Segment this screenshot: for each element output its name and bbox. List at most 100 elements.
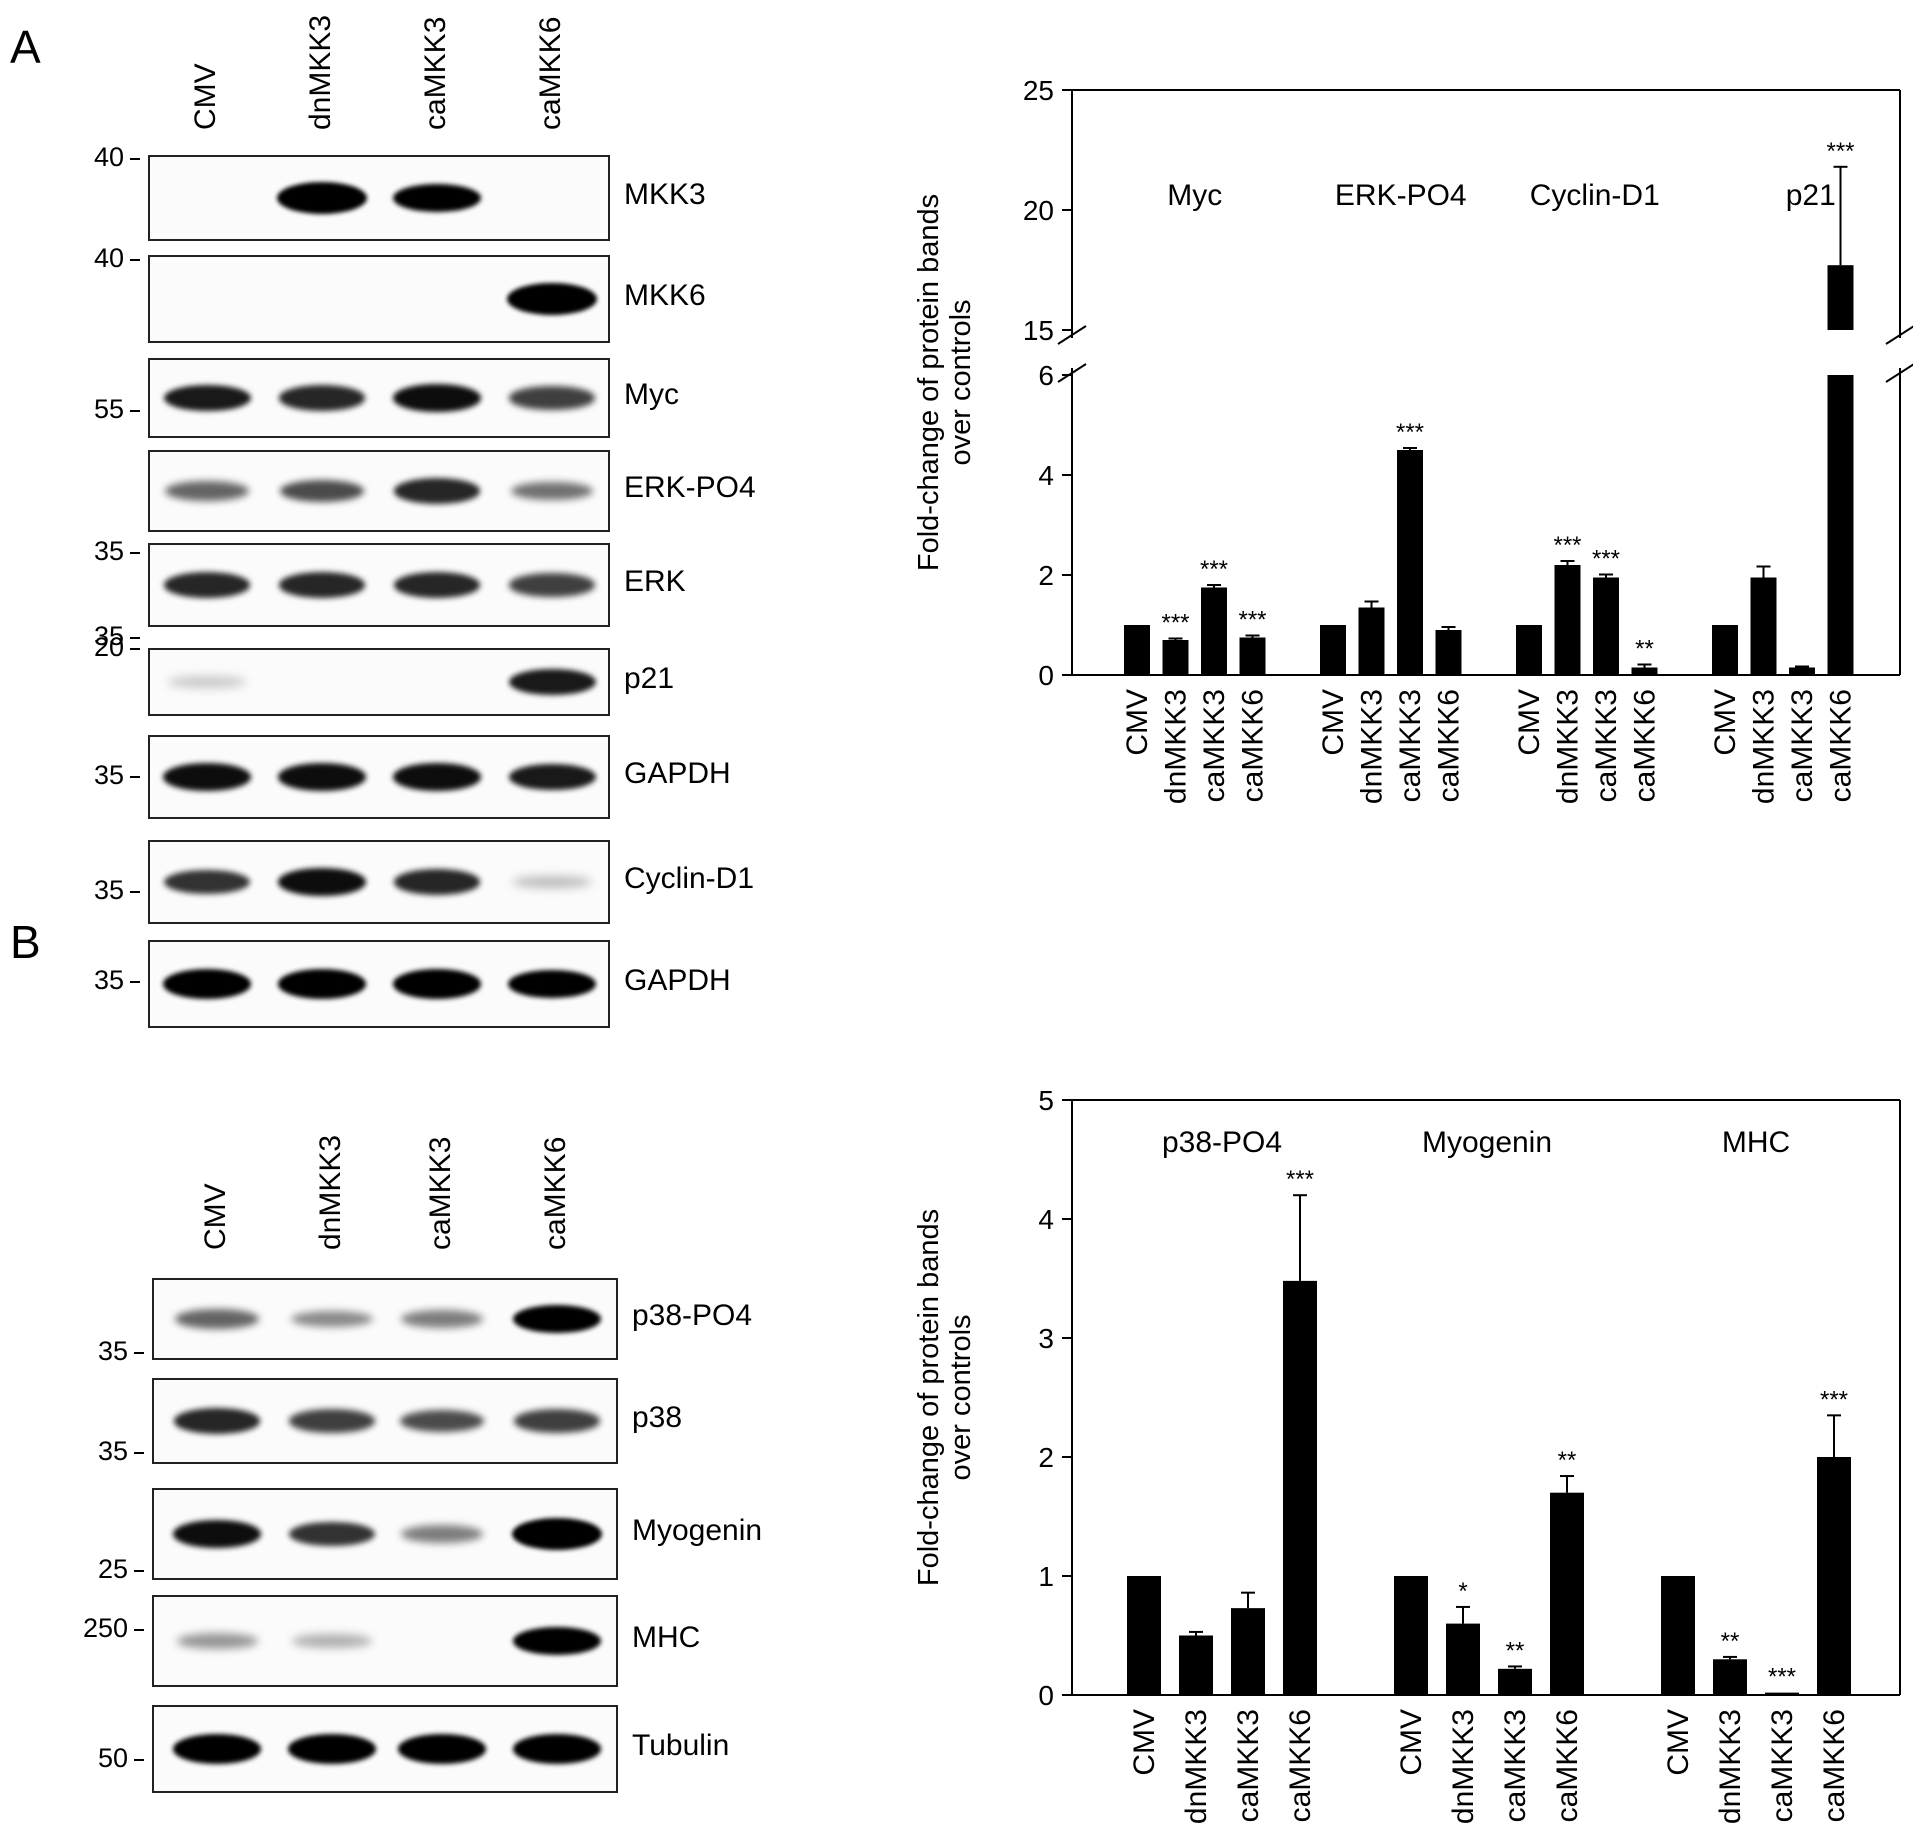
x-tick-label: caMKK3 bbox=[1786, 689, 1819, 802]
mw-marker: 55 bbox=[50, 394, 140, 425]
axis-break-mark bbox=[1885, 363, 1913, 383]
mw-marker: 35 bbox=[50, 965, 140, 996]
band bbox=[400, 1310, 484, 1328]
band bbox=[508, 668, 596, 696]
blot-gapdh bbox=[148, 735, 610, 819]
band bbox=[512, 1518, 602, 1550]
band bbox=[509, 573, 595, 597]
band bbox=[277, 182, 367, 214]
bar bbox=[1789, 667, 1815, 675]
lane-label-camkk3: caMKK3 bbox=[419, 16, 452, 130]
significance-marker: *** bbox=[1768, 1664, 1796, 1691]
blot-mkk6 bbox=[148, 255, 610, 343]
band bbox=[512, 1734, 602, 1764]
y-tick-label: 6 bbox=[1038, 360, 1054, 391]
y-tick-label: 2 bbox=[1038, 1442, 1054, 1473]
y-axis-label-line: Fold-change of protein bands bbox=[913, 194, 945, 571]
group-label: p38-PO4 bbox=[1162, 1126, 1282, 1159]
x-tick-label-group: dnMKK3 bbox=[1447, 1709, 1480, 1824]
group-label: MHC bbox=[1722, 1126, 1790, 1159]
x-tick-label: CMV bbox=[1513, 689, 1546, 756]
band bbox=[399, 1409, 485, 1433]
bar bbox=[1201, 587, 1227, 675]
band bbox=[278, 763, 366, 791]
panel-b-label: B bbox=[10, 916, 41, 968]
x-tick-label-group: dnMKK3 bbox=[1180, 1709, 1213, 1824]
x-tick-label-group: dnMKK3 bbox=[1748, 689, 1781, 804]
mw-marker: 50 bbox=[54, 1743, 144, 1774]
x-tick-label: caMKK3 bbox=[1590, 689, 1623, 802]
x-tick-label-group: caMKK3 bbox=[1590, 689, 1623, 802]
y-tick-label: 4 bbox=[1038, 460, 1054, 491]
bar bbox=[1516, 625, 1542, 675]
band bbox=[507, 969, 597, 999]
x-tick-label-group: caMKK6 bbox=[1825, 689, 1858, 802]
x-tick-label-group: caMKK3 bbox=[1786, 689, 1819, 802]
band bbox=[164, 869, 250, 895]
bar bbox=[1593, 577, 1619, 675]
blot-erk-po4 bbox=[148, 450, 610, 532]
band bbox=[176, 1633, 258, 1649]
bar bbox=[1179, 1635, 1213, 1695]
blot-label: ERK bbox=[624, 565, 686, 598]
x-tick-label-group: caMKK3 bbox=[1232, 1709, 1265, 1822]
blot-erk bbox=[148, 543, 610, 627]
bar bbox=[1498, 1668, 1532, 1695]
significance-marker: ** bbox=[1506, 1637, 1525, 1664]
bar bbox=[1554, 565, 1581, 675]
bar bbox=[1231, 1608, 1265, 1695]
lane-label-dnmkk3: dnMKK3 bbox=[304, 14, 337, 130]
x-tick-label: caMKK6 bbox=[1629, 689, 1662, 802]
mw-marker: 35 bbox=[50, 875, 140, 906]
bar bbox=[1239, 637, 1266, 675]
x-tick-label: caMKK6 bbox=[1433, 689, 1466, 802]
axis-break-mark bbox=[1885, 325, 1913, 345]
y-axis-label-line: over controls bbox=[945, 1314, 977, 1480]
x-tick-label-group: CMV bbox=[1662, 1709, 1695, 1776]
y-tick-label: 5 bbox=[1038, 1085, 1054, 1116]
y-axis-label: Fold-change of protein bands over control… bbox=[913, 1209, 977, 1586]
x-tick-label: dnMKK3 bbox=[1160, 689, 1193, 804]
band bbox=[393, 478, 481, 504]
band bbox=[163, 384, 251, 412]
band bbox=[514, 1409, 600, 1433]
band bbox=[397, 1734, 487, 1764]
blot-label: p38-PO4 bbox=[632, 1299, 753, 1332]
x-tick-label: dnMKK3 bbox=[1356, 689, 1389, 804]
mw-marker: 35 bbox=[50, 536, 140, 567]
blot-label: MKK3 bbox=[624, 178, 706, 211]
band bbox=[393, 384, 481, 412]
x-tick-label: CMV bbox=[1317, 689, 1350, 756]
band bbox=[167, 676, 247, 688]
bar-upper bbox=[1827, 265, 1854, 330]
blot-p21 bbox=[148, 648, 610, 716]
blot-label: MKK6 bbox=[624, 279, 706, 312]
band bbox=[175, 1309, 259, 1329]
band bbox=[512, 1626, 602, 1656]
x-tick-label-group: caMKK3 bbox=[1766, 1709, 1799, 1822]
x-tick-label: caMKK3 bbox=[1766, 1709, 1799, 1822]
bar bbox=[1394, 1576, 1428, 1695]
bar bbox=[1712, 625, 1738, 675]
mw-marker: 35 bbox=[50, 760, 140, 791]
y-axis-label-line: over controls bbox=[945, 299, 977, 465]
x-tick-label: caMKK3 bbox=[1232, 1709, 1265, 1822]
x-tick-label-group: dnMKK3 bbox=[1552, 689, 1585, 804]
x-tick-label-group: caMKK3 bbox=[1499, 1709, 1532, 1822]
band bbox=[173, 1408, 261, 1434]
band bbox=[278, 572, 366, 598]
x-tick-label-group: caMKK3 bbox=[1394, 689, 1427, 802]
group-label: Myogenin bbox=[1422, 1126, 1552, 1159]
blot-label: Myc bbox=[624, 378, 679, 411]
x-tick-label: CMV bbox=[1709, 689, 1742, 756]
bar bbox=[1446, 1623, 1480, 1695]
blot-label: MHC bbox=[632, 1621, 701, 1654]
lane-label-cmv: CMV bbox=[189, 63, 222, 130]
y-tick-label: 0 bbox=[1038, 660, 1054, 691]
blot-p38 bbox=[152, 1378, 618, 1464]
mw-marker: 35 bbox=[54, 1436, 144, 1467]
bar bbox=[1124, 625, 1150, 675]
bar bbox=[1827, 375, 1854, 675]
group-label: Cyclin-D1 bbox=[1530, 179, 1660, 212]
blot-mhc bbox=[152, 1595, 618, 1687]
